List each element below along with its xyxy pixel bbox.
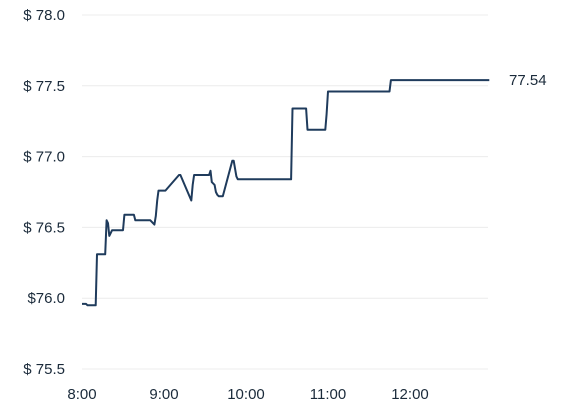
x-axis-ticks: 8:00 9:00 10:00 11:00 12:00: [67, 386, 428, 403]
x-tick-label: 12:00: [391, 386, 429, 403]
x-tick-label: 8:00: [67, 386, 96, 403]
y-tick-label: $76.0: [27, 290, 65, 307]
price-series-line: [82, 79, 490, 307]
y-tick-label: $ 78.0: [23, 7, 65, 24]
gridlines: [82, 14, 488, 370]
x-tick-label: 9:00: [149, 386, 178, 403]
y-tick-label: $ 76.5: [23, 219, 65, 236]
last-value-label: 77.54: [509, 72, 547, 89]
y-tick-label: $ 77.0: [23, 149, 65, 166]
x-tick-label: 11:00: [310, 386, 346, 403]
y-tick-label: $ 75.5: [23, 361, 65, 378]
y-axis-ticks: $ 75.5 $76.0 $ 76.5 $ 77.0 $ 77.5 $ 78.0: [23, 7, 65, 378]
x-tick-label: 10:00: [227, 386, 265, 403]
y-tick-label: $ 77.5: [23, 78, 65, 95]
